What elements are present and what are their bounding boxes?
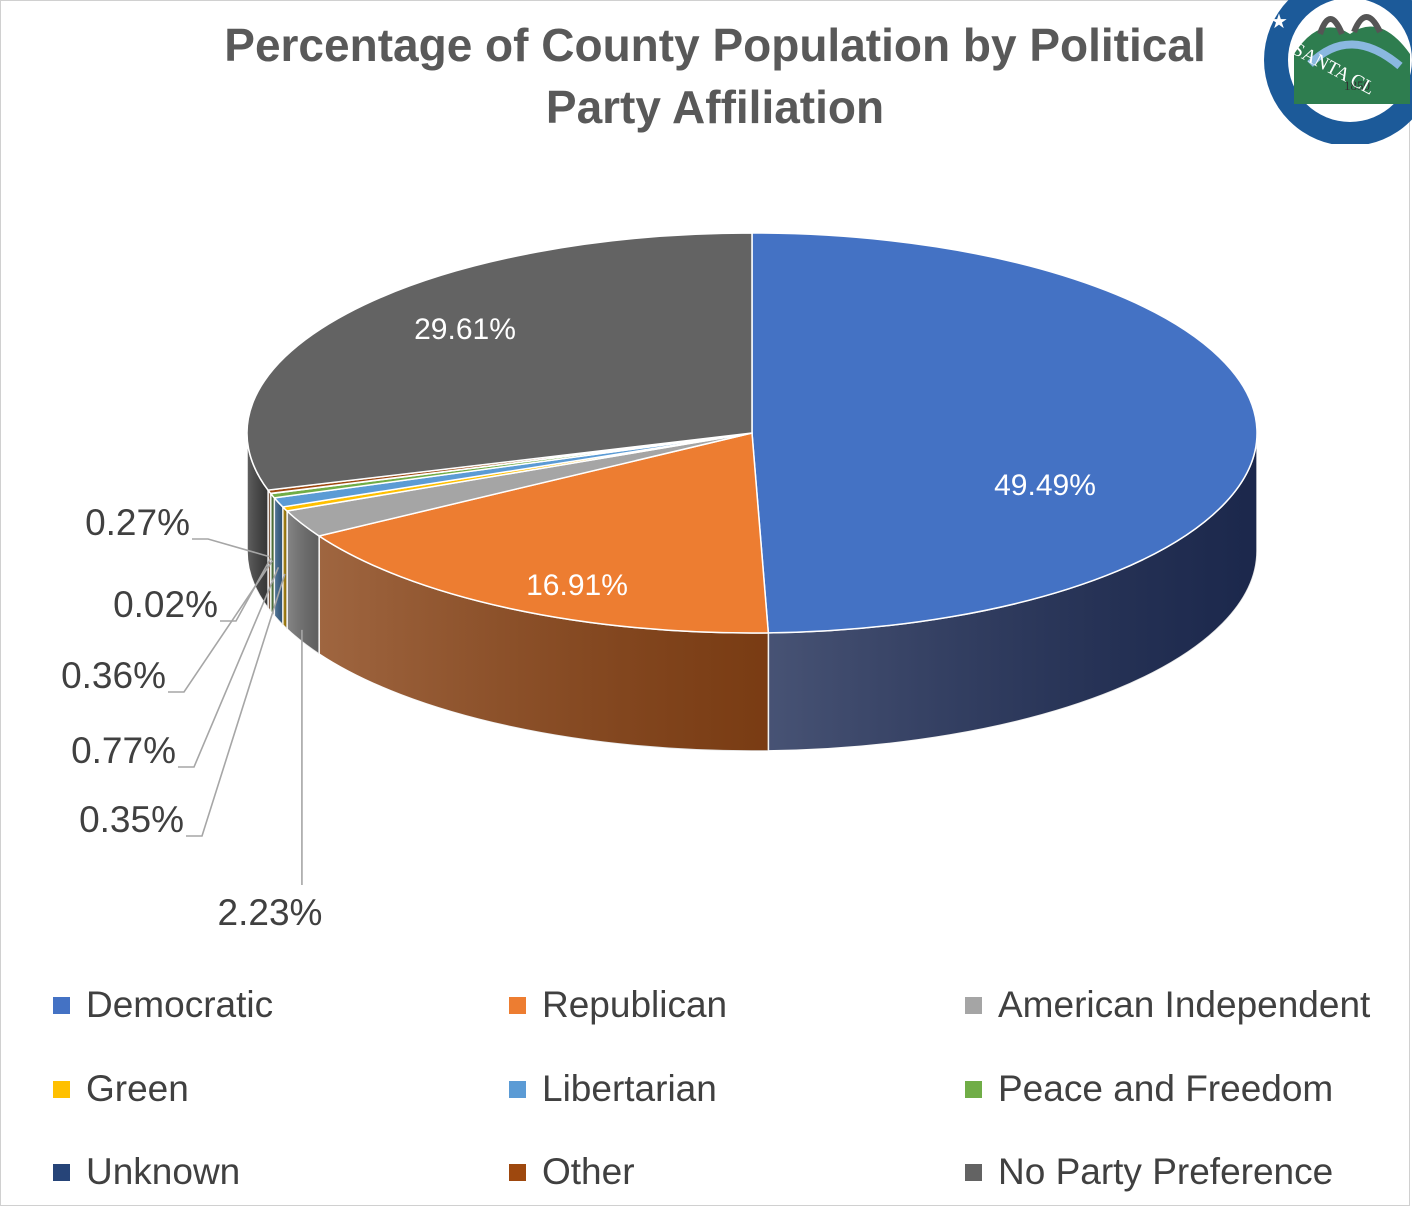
- legend-label: Green: [86, 1068, 189, 1109]
- legend-item-green: Green: [53, 1067, 189, 1111]
- legend-item-peace-and-freedom: Peace and Freedom: [965, 1067, 1333, 1111]
- legend-item-american-independent: American Independent: [965, 983, 1370, 1027]
- legend-item-unknown: Unknown: [53, 1150, 240, 1194]
- legend-swatch: [53, 996, 70, 1014]
- legend-swatch: [965, 1080, 982, 1098]
- data-label-republican: 16.91%: [526, 569, 628, 602]
- legend-item-libertarian: Libertarian: [509, 1067, 717, 1111]
- pie-slice-republican: [318, 432, 770, 634]
- data-label-american-independent: 2.23%: [218, 892, 323, 933]
- pie-side-shade: [286, 511, 320, 654]
- legend-swatch: [53, 1163, 70, 1181]
- pie-slice-no-party-preference: [246, 232, 753, 491]
- legend-label: Libertarian: [542, 1068, 717, 1109]
- pie-side-shade: [282, 506, 287, 630]
- pie-tops: [246, 232, 1258, 634]
- chart-title-line-2: Party Affiliation: [545, 81, 885, 133]
- legend-item-no-party-preference: No Party Preference: [965, 1150, 1333, 1194]
- data-labels: 49.49% 16.91% 2.23% 0.35% 0.77% 0.36% 0.02% 0.2…: [61, 313, 1096, 933]
- leader-line-unknown: [220, 557, 272, 622]
- pie-side-shade: [768, 433, 1257, 751]
- data-label-green: 0.35%: [79, 799, 184, 840]
- leader-line-libertarian: [178, 567, 280, 768]
- county-seal-logo: ★ 1850 SANTA CL: [1250, 0, 1412, 144]
- pie-side-shade: [319, 535, 769, 751]
- legend-item-democratic: Democratic: [53, 983, 273, 1027]
- data-label-democratic: 49.49%: [994, 469, 1096, 502]
- pie-slice-democratic: [751, 232, 1258, 634]
- legend-swatch: [965, 996, 982, 1014]
- leader-line-peace-and-freedom: [168, 560, 274, 693]
- pie-side-shade: [274, 497, 283, 625]
- legend-swatch: [965, 1163, 982, 1181]
- chart-title: Percentage of County Population by Polit…: [160, 14, 1270, 138]
- legend-swatch: [53, 1080, 70, 1098]
- leader-line-green: [186, 573, 286, 837]
- legend-label: Republican: [542, 984, 728, 1025]
- chart-title-line-1: Percentage of County Population by Polit…: [224, 19, 1206, 71]
- legend-swatch: [509, 996, 526, 1014]
- data-label-other: 0.27%: [85, 502, 190, 543]
- legend-item-other: Other: [509, 1150, 635, 1194]
- legend-item-republican: Republican: [509, 983, 727, 1027]
- svg-text:1850: 1850: [1344, 78, 1370, 93]
- data-label-peace-and-freedom: 0.36%: [61, 655, 166, 696]
- svg-text:★: ★: [1270, 9, 1288, 33]
- legend-label: American Independent: [998, 984, 1371, 1025]
- legend-label: Democratic: [86, 984, 274, 1025]
- legend-label: Other: [542, 1151, 635, 1192]
- data-label-no-party-preference: 29.61%: [414, 313, 516, 346]
- legend-swatch: [509, 1163, 526, 1181]
- legend-label: Unknown: [86, 1151, 241, 1192]
- leader-line-other: [192, 538, 270, 558]
- legend-label: No Party Preference: [998, 1151, 1334, 1192]
- pie-sides: [246, 432, 1258, 752]
- data-label-libertarian: 0.77%: [71, 730, 176, 771]
- legend-label: Peace and Freedom: [998, 1068, 1334, 1109]
- legend-swatch: [509, 1080, 526, 1098]
- data-label-unknown: 0.02%: [113, 584, 218, 625]
- leader-lines: [168, 538, 303, 885]
- pie-side-shade: [247, 433, 269, 609]
